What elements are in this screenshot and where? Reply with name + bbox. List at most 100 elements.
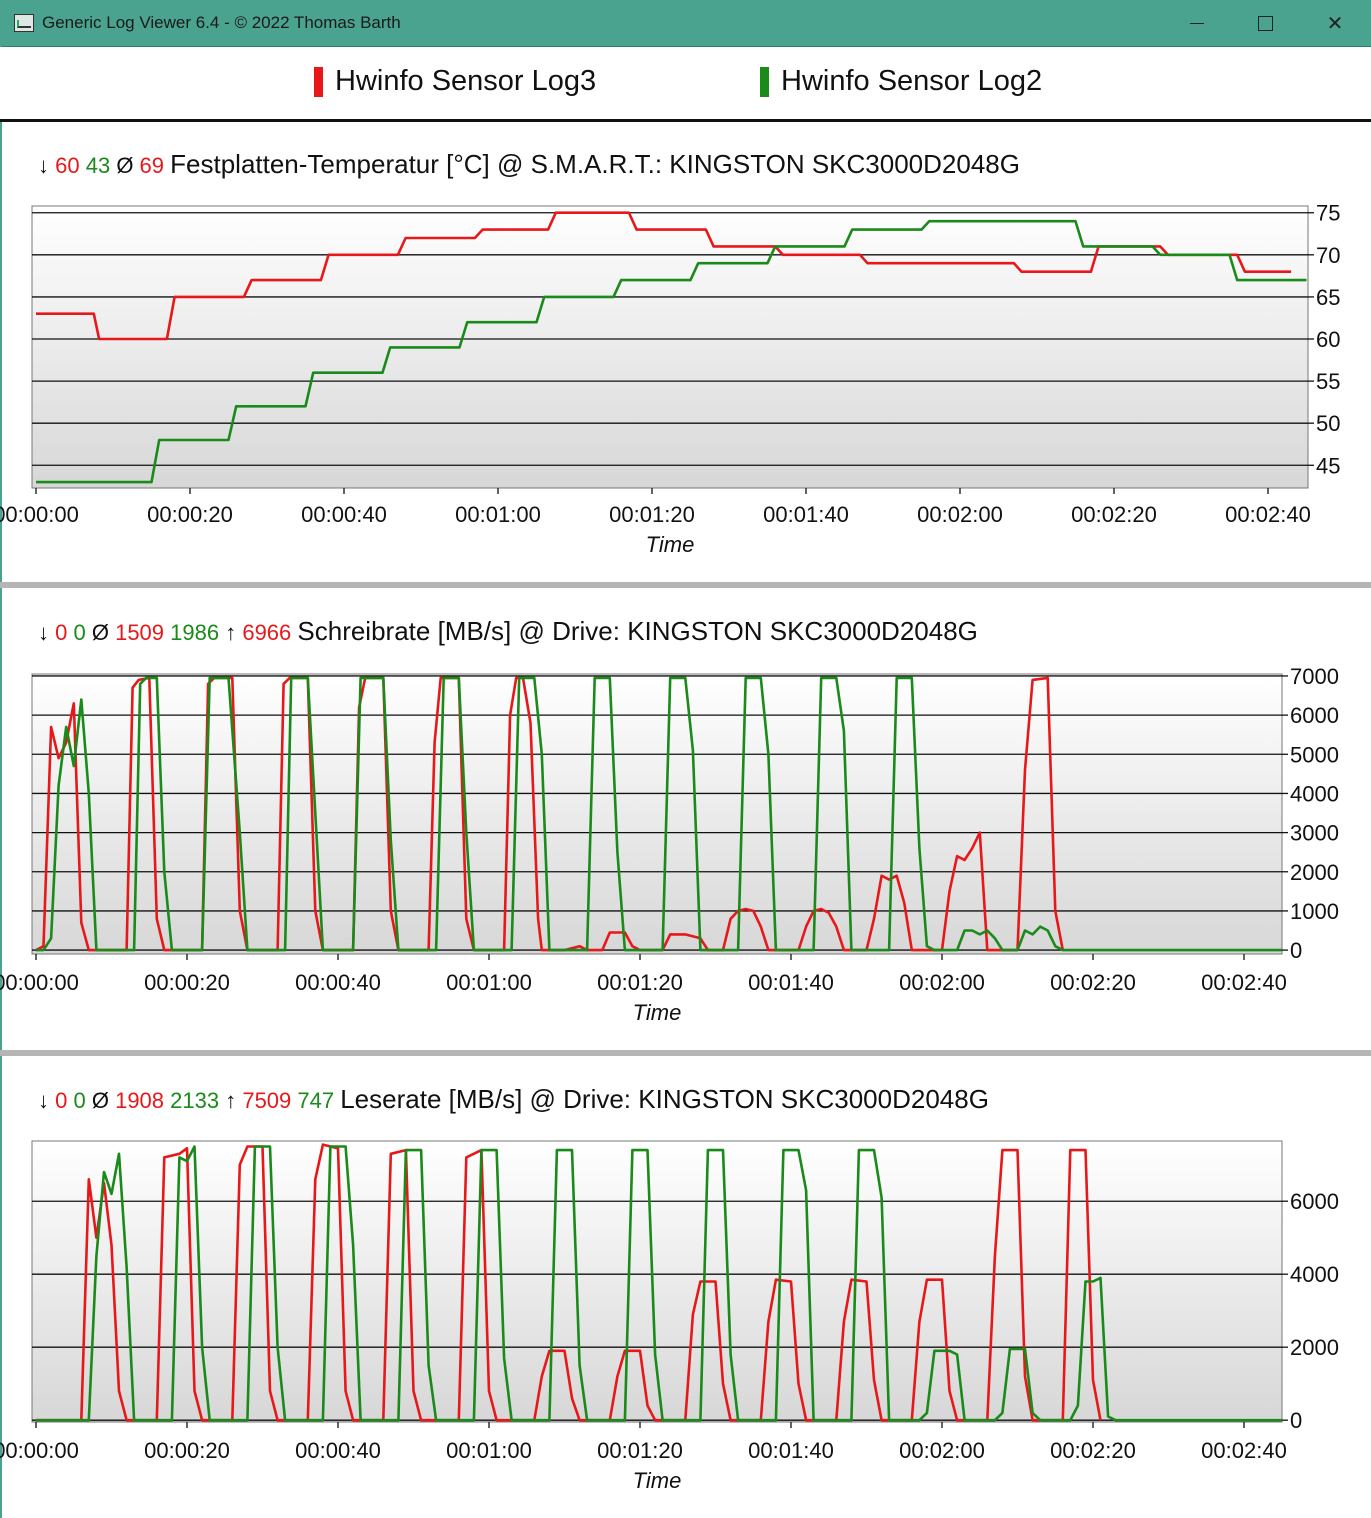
chart-header: ↓ 60 43 Ø 69 Festplatten-Temperatur [°C]…: [38, 149, 1020, 179]
window-title: Generic Log Viewer 6.4 - © 2022 Thomas B…: [42, 13, 401, 32]
close-button[interactable]: ✕: [1300, 0, 1370, 46]
y-tick-label: 6000: [1290, 703, 1339, 728]
y-tick-label: 55: [1316, 369, 1340, 394]
x-tick-label: 00:01:20: [597, 1438, 683, 1463]
x-axis-label: Time: [633, 1000, 682, 1025]
average-value: 2133: [170, 1088, 225, 1113]
x-tick-label: 00:00:20: [144, 1438, 230, 1463]
x-tick-label: 00:01:00: [446, 970, 532, 995]
x-tick-label: 00:00:40: [295, 1438, 381, 1463]
max-arrow-icon: ↑: [225, 1088, 242, 1113]
min-value: 0: [73, 620, 91, 645]
chart-title: Schreibrate [MB/s] @ Drive: KINGSTON SKC…: [297, 616, 978, 646]
write-rate-chart: ↓ 0 0 Ø 1509 1986 ↑ 6966 Schreibrate [MB…: [0, 616, 1339, 1025]
average-icon: Ø: [116, 153, 139, 178]
y-tick-label: 6000: [1290, 1189, 1339, 1214]
series-line-log2: [36, 676, 1282, 952]
min-arrow-icon: ↓: [38, 1088, 55, 1113]
panel-splitter[interactable]: [0, 582, 1371, 588]
title-bar: Generic Log Viewer 6.4 - © 2022 Thomas B…: [0, 0, 1371, 47]
series-line-log3: [36, 211, 1292, 341]
legend-swatch-log3: [314, 66, 323, 97]
max-value: 6966: [242, 620, 297, 645]
x-tick-label: 00:01:00: [455, 502, 541, 527]
min-arrow-icon: ↓: [38, 620, 55, 645]
legend-label-log2: Hwinfo Sensor Log2: [781, 65, 1043, 97]
chart-header: ↓ 0 0 Ø 1908 2133 ↑ 7509 747 Leserate [M…: [38, 1084, 989, 1114]
x-tick-label: 00:01:40: [763, 502, 849, 527]
minimize-button[interactable]: [1162, 0, 1232, 46]
average-icon: Ø: [92, 1088, 115, 1113]
x-tick-label: 00:02:20: [1071, 502, 1157, 527]
y-tick-label: 4000: [1290, 781, 1339, 806]
x-tick-label: 00:00:40: [295, 970, 381, 995]
average-value: 1986: [170, 620, 225, 645]
legend-label-log3: Hwinfo Sensor Log3: [335, 65, 597, 97]
temperature-chart: ↓ 60 43 Ø 69 Festplatten-Temperatur [°C]…: [0, 149, 1340, 557]
x-tick-label: 00:02:00: [899, 1438, 985, 1463]
legend: Hwinfo Sensor Log3 Hwinfo Sensor Log2: [0, 47, 1371, 122]
y-tick-label: 60: [1316, 327, 1340, 352]
minimize-icon: [1190, 22, 1204, 24]
x-tick-label: 00:01:20: [597, 970, 683, 995]
plot-area: [31, 205, 1309, 489]
x-tick-label: 00:00:40: [301, 502, 387, 527]
x-tick-label: 00:02:40: [1225, 502, 1311, 527]
average-value: 69: [140, 153, 171, 178]
x-tick-label: 00:02:20: [1050, 970, 1136, 995]
x-tick-label: 00:00:00: [0, 1438, 79, 1463]
y-tick-label: 70: [1316, 243, 1340, 268]
series-line-log2: [36, 1145, 1282, 1422]
x-tick-label: 00:02:40: [1201, 1438, 1287, 1463]
chart-title: Leserate [MB/s] @ Drive: KINGSTON SKC300…: [340, 1084, 989, 1114]
x-tick-label: 00:02:00: [917, 502, 1003, 527]
y-tick-label: 0: [1290, 1408, 1302, 1433]
x-tick-label: 00:00:20: [144, 970, 230, 995]
app-chart-icon: [14, 14, 34, 32]
y-tick-label: 1000: [1290, 899, 1339, 924]
x-axis-label: Time: [633, 1468, 682, 1493]
y-tick-label: 65: [1316, 285, 1340, 310]
min-value: 43: [86, 153, 117, 178]
max-value: 747: [297, 1088, 340, 1113]
x-tick-label: 00:02:00: [899, 970, 985, 995]
y-tick-label: 4000: [1290, 1262, 1339, 1287]
x-tick-label: 00:00:20: [147, 502, 233, 527]
legend-swatch-log2: [760, 66, 769, 97]
y-tick-label: 45: [1316, 453, 1340, 478]
y-tick-label: 2000: [1290, 1335, 1339, 1360]
plot-area: [31, 673, 1283, 955]
chart-header: ↓ 0 0 Ø 1509 1986 ↑ 6966 Schreibrate [MB…: [38, 616, 978, 646]
y-tick-label: 5000: [1290, 742, 1339, 767]
x-axis-label: Time: [646, 532, 695, 557]
x-tick-label: 00:01:00: [446, 1438, 532, 1463]
min-value: 0: [55, 620, 73, 645]
close-icon: ✕: [1326, 12, 1344, 35]
series-line-log2: [36, 219, 1307, 484]
x-tick-label: 00:00:00: [0, 502, 79, 527]
chart-title: Festplatten-Temperatur [°C] @ S.M.A.R.T.…: [170, 149, 1020, 179]
y-tick-label: 3000: [1290, 821, 1339, 846]
x-tick-label: 00:01:40: [748, 1438, 834, 1463]
average-value: 1908: [115, 1088, 170, 1113]
maximize-button[interactable]: [1230, 0, 1300, 46]
y-tick-label: 7000: [1290, 664, 1339, 689]
y-tick-label: 75: [1316, 201, 1340, 226]
y-tick-label: 0: [1290, 938, 1302, 963]
read-rate-chart: ↓ 0 0 Ø 1908 2133 ↑ 7509 747 Leserate [M…: [0, 1084, 1339, 1493]
window-border: [0, 46, 2, 1518]
legend-entry-log3[interactable]: Hwinfo Sensor Log3: [314, 65, 596, 98]
average-icon: Ø: [92, 620, 115, 645]
x-tick-label: 00:00:00: [0, 970, 79, 995]
max-arrow-icon: ↑: [225, 620, 242, 645]
min-value: 0: [73, 1088, 91, 1113]
maximize-icon: [1257, 15, 1273, 31]
x-tick-label: 00:01:40: [748, 970, 834, 995]
min-arrow-icon: ↓: [38, 153, 55, 178]
x-tick-label: 00:01:20: [609, 502, 695, 527]
max-value: 7509: [242, 1088, 297, 1113]
legend-entry-log2[interactable]: Hwinfo Sensor Log2: [760, 65, 1042, 98]
y-tick-label: 2000: [1290, 860, 1339, 885]
panel-splitter[interactable]: [0, 1050, 1371, 1056]
average-value: 1509: [115, 620, 170, 645]
